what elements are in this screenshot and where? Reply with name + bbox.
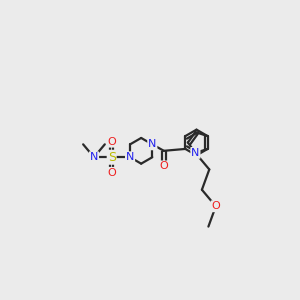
Text: N: N — [126, 152, 134, 162]
Text: N: N — [90, 152, 98, 162]
Text: O: O — [160, 161, 168, 171]
Text: N: N — [191, 148, 200, 158]
Text: O: O — [107, 168, 116, 178]
Text: O: O — [107, 137, 116, 147]
Text: O: O — [212, 201, 220, 211]
Text: N: N — [148, 140, 157, 149]
Text: S: S — [108, 151, 116, 164]
